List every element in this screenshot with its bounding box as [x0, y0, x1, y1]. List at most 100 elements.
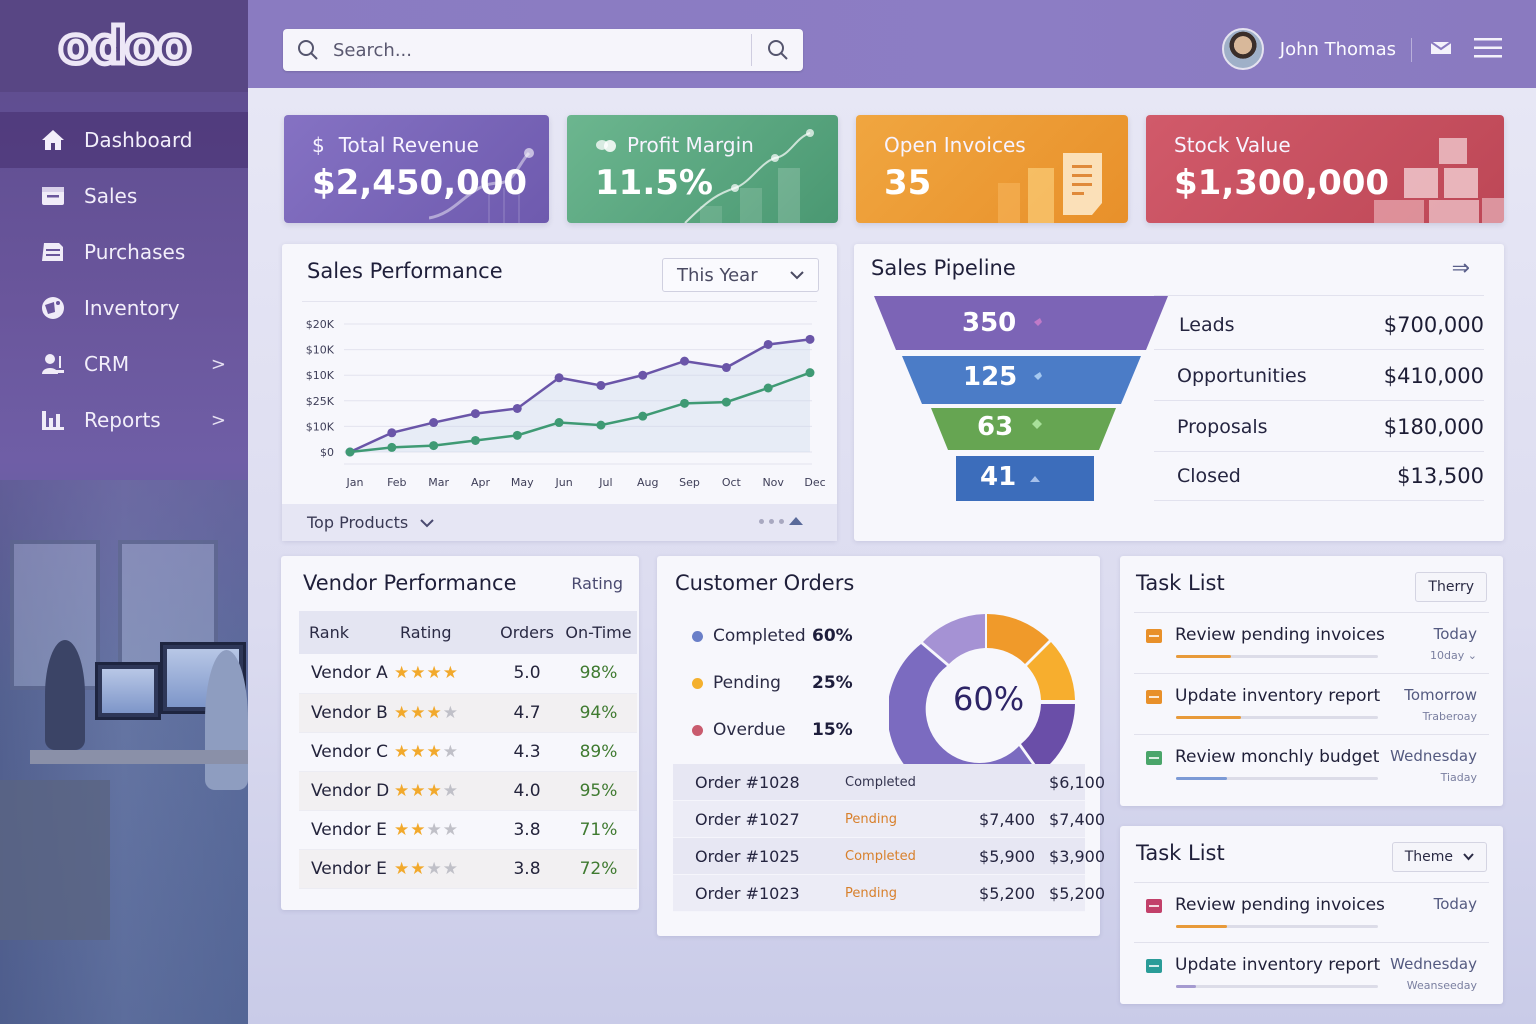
- star-icon: ★: [394, 741, 411, 762]
- kpi-label: Stock Value: [1174, 133, 1291, 157]
- stage-label: Closed: [1177, 464, 1241, 487]
- pipeline-row-opportunities[interactable]: Opportunities $410,000: [1154, 351, 1484, 401]
- task-list-card: Task List Therry Review pending invoices…: [1120, 556, 1503, 806]
- task-filter-select[interactable]: Therry: [1415, 572, 1487, 602]
- arrow-right-icon[interactable]: ⇒: [1451, 256, 1470, 281]
- legend-label: Pending: [713, 673, 781, 693]
- user-menu[interactable]: John Thomas: [1221, 28, 1396, 70]
- table-row[interactable]: Vendor E ★★★★ 3.8 72%: [299, 849, 637, 889]
- task-name: Review pending invoices: [1175, 895, 1385, 915]
- theme-select[interactable]: Theme: [1391, 842, 1487, 872]
- table-row[interactable]: Vendor C ★★★★ 4.3 89%: [299, 732, 637, 772]
- dot: [769, 518, 774, 524]
- legend-label: Completed: [713, 626, 806, 646]
- column-header-rating[interactable]: Rating: [394, 611, 494, 654]
- customer-orders-card: Customer Orders Completed 60% Pending 25…: [657, 556, 1105, 936]
- task-item[interactable]: Update inventory report Wednesday Weanse…: [1134, 942, 1489, 1002]
- order-id: Order #1027: [695, 809, 800, 829]
- sidebar-item-reports[interactable]: Reports >: [0, 392, 248, 448]
- star-icon: ★: [410, 819, 427, 840]
- pagination-dots[interactable]: [759, 517, 803, 525]
- search-box[interactable]: [283, 29, 803, 71]
- task-checkbox[interactable]: [1146, 959, 1162, 973]
- sales-line-chart[interactable]: $20K $10K $10K $25K $10K $0 Jan Feb Mar Apr May Jun…: [282, 304, 837, 504]
- task-item[interactable]: Review pending invoices Today 10day ⌄: [1134, 612, 1489, 673]
- sidebar-nav: Dashboard Sales Purchases Inventory CRM: [0, 112, 248, 448]
- crm-icon: [40, 351, 66, 377]
- pipeline-row-leads[interactable]: Leads $700,000: [1154, 300, 1484, 350]
- avatar[interactable]: [1221, 28, 1264, 70]
- sidebar-item-dashboard[interactable]: Dashboard: [0, 112, 248, 168]
- column-header-rank[interactable]: Rank: [299, 611, 394, 654]
- sidebar-item-sales[interactable]: Sales: [0, 168, 248, 224]
- kpi-label-text: Open Invoices: [884, 133, 1026, 157]
- sidebar-item-inventory[interactable]: Inventory: [0, 280, 248, 336]
- order-row[interactable]: Order #1025 Completed $5,900 $3,900: [673, 838, 1105, 875]
- top-products-bar[interactable]: Top Products: [282, 504, 837, 541]
- mail-icon[interactable]: [1430, 40, 1452, 60]
- order-total: $7,400: [1049, 809, 1105, 829]
- card-title: Customer Orders: [675, 571, 855, 595]
- order-row[interactable]: Order #1028 Completed $6,100: [673, 764, 1105, 801]
- table-row[interactable]: Vendor D ★★★★ 4.0 95%: [299, 771, 637, 811]
- vendor-ontime: 71%: [560, 810, 637, 850]
- vendor-orders: 4.7: [494, 693, 560, 733]
- kpi-label-text: Total Revenue: [338, 133, 479, 157]
- kpi-total-revenue[interactable]: $ Total Revenue $2,450,000: [284, 115, 549, 223]
- pipeline-row-proposals[interactable]: Proposals $180,000: [1154, 402, 1484, 452]
- order-id: Order #1025: [695, 846, 800, 866]
- task-progress-fill: [1176, 925, 1227, 928]
- vendor-ontime: 94%: [560, 693, 637, 733]
- task-checkbox[interactable]: [1146, 899, 1162, 913]
- task-item[interactable]: Update inventory report Tomorrow Trabero…: [1134, 673, 1489, 734]
- task-due-sub: 10day ⌄: [1430, 649, 1477, 662]
- table-row[interactable]: Vendor E ★★★★ 3.8 71%: [299, 810, 637, 850]
- orders-donut-chart[interactable]: [889, 614, 1085, 794]
- office-desk: [30, 750, 248, 764]
- card-title: Vendor Performance: [303, 571, 517, 595]
- order-total: $3,900: [1049, 846, 1105, 866]
- vendor-orders: 3.8: [494, 810, 560, 850]
- table-row[interactable]: Vendor B ★★★★ 4.7 94%: [299, 693, 637, 733]
- period-select[interactable]: This Year: [662, 258, 819, 292]
- task-checkbox[interactable]: [1146, 690, 1162, 704]
- order-status: Completed: [845, 774, 916, 790]
- vendor-name: Vendor E: [299, 849, 394, 889]
- kpi-profit-margin[interactable]: Profit Margin 11.5%: [567, 115, 838, 223]
- sort-rating-link[interactable]: Rating: [571, 574, 623, 593]
- task-checkbox[interactable]: [1146, 751, 1162, 765]
- collapse-up-icon: [789, 517, 803, 525]
- legend-pct: 15%: [812, 720, 853, 740]
- sidebar-item-crm[interactable]: CRM >: [0, 336, 248, 392]
- kpi-open-invoices[interactable]: Open Invoices 35: [856, 115, 1128, 223]
- hamburger-menu-icon[interactable]: [1474, 37, 1502, 63]
- kpi-stock-value[interactable]: Stock Value $1,300,000: [1146, 115, 1504, 223]
- reports-icon: [40, 407, 66, 433]
- column-header-orders[interactable]: Orders: [494, 611, 560, 654]
- table-row[interactable]: Vendor A ★★★★ 5.0 98%: [299, 654, 637, 694]
- growth-chart-decoration-icon: [684, 129, 814, 223]
- order-row[interactable]: Order #1023 Pending $5,200 $5,200: [673, 875, 1105, 912]
- star-icon: ★: [394, 819, 411, 840]
- order-total: $5,200: [1049, 883, 1105, 903]
- star-rating: ★★★★: [394, 693, 494, 733]
- sidebar-item-purchases[interactable]: Purchases: [0, 224, 248, 280]
- task-due: Wednesday: [1390, 955, 1477, 973]
- task-item[interactable]: Review pending invoices Today: [1134, 882, 1489, 942]
- task-checkbox[interactable]: [1146, 629, 1162, 643]
- task-progress-bar: [1176, 716, 1378, 719]
- pipeline-row-closed[interactable]: Closed $13,500: [1154, 451, 1484, 501]
- search-input[interactable]: [333, 39, 751, 61]
- column-header-ontime[interactable]: On-Time: [560, 611, 637, 654]
- kpi-value: 35: [884, 163, 932, 203]
- task-list-card-2: Task List Theme Review pending invoices …: [1120, 826, 1503, 1004]
- svg-text:$0: $0: [320, 446, 334, 459]
- vendor-performance-card: Vendor Performance Rating Rank Rating Or…: [281, 556, 639, 910]
- star-icon: ★: [410, 858, 427, 879]
- order-row[interactable]: Order #1027 Pending $7,400 $7,400: [673, 801, 1105, 838]
- odoo-logo[interactable]: odoo: [0, 0, 248, 92]
- search-button[interactable]: [751, 34, 803, 66]
- task-item[interactable]: Review monchly budget Wednesday Tiaday: [1134, 734, 1489, 795]
- topbar: John Thomas: [248, 0, 1536, 88]
- user-name: John Thomas: [1279, 38, 1396, 60]
